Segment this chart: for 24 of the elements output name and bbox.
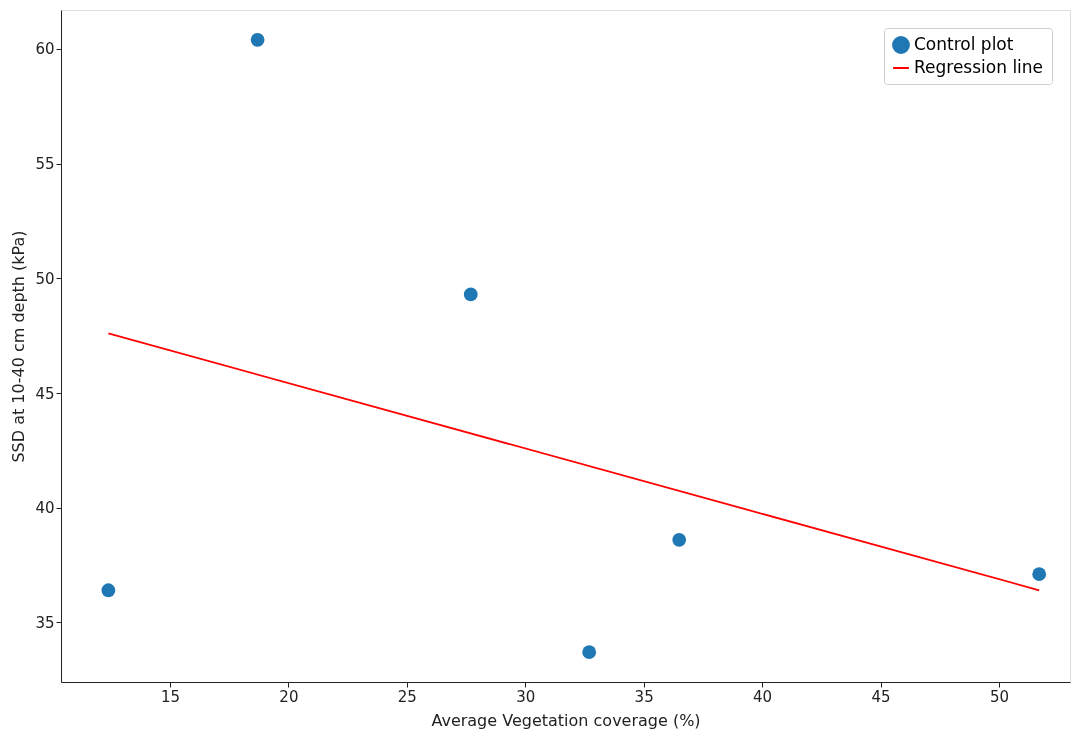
legend-label: Regression line: [914, 57, 1044, 77]
x-tick-label: 40: [753, 687, 773, 706]
x-tick-label: 35: [634, 687, 654, 706]
y-tick-label: 50: [35, 269, 55, 288]
y-axis-title: SSD at 10-40 cm depth (kPa): [9, 230, 29, 463]
x-tick-label: 25: [397, 687, 417, 706]
y-tick-label: 35: [35, 613, 55, 632]
x-tick-label: 30: [516, 687, 536, 706]
x-tick-label: 45: [871, 687, 891, 706]
legend-label: Control plot: [914, 34, 1014, 54]
y-tick-label: 60: [35, 40, 55, 59]
point: [1032, 567, 1047, 582]
y-tick-label: 45: [35, 384, 55, 403]
point: [672, 532, 687, 547]
point: [463, 287, 478, 302]
x-tick-label: 50: [989, 687, 1009, 706]
point: [101, 583, 116, 598]
x-tick-label: 15: [160, 687, 180, 706]
y-tick-label: 55: [35, 155, 55, 174]
y-tick-label: 40: [35, 499, 55, 518]
point: [582, 645, 597, 660]
point: [250, 32, 265, 47]
x-tick-label: 20: [279, 687, 299, 706]
x-axis-title: Average Vegetation coverage (%): [431, 710, 701, 730]
